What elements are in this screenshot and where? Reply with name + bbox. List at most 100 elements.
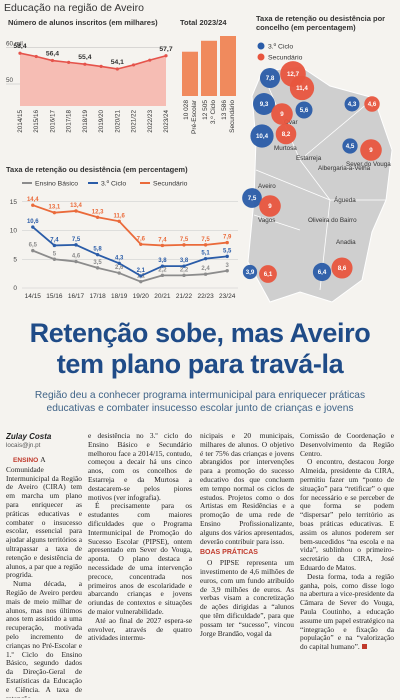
- bubble: [259, 265, 277, 283]
- bubble: [344, 96, 360, 112]
- value-label: 7,9: [223, 235, 232, 241]
- value-label: 5,1: [201, 251, 210, 257]
- bubble: [342, 138, 358, 154]
- text-column: e desistência no 3.º ciclo do Ensino Bás…: [88, 432, 192, 698]
- place-label: Ovar: [284, 119, 298, 126]
- value-label: 3,5: [93, 260, 102, 266]
- paragraph: e desistência no 3.º ciclo do Ensino Bás…: [88, 432, 192, 502]
- bubble: [360, 139, 382, 161]
- value-label: 13,1: [49, 205, 61, 211]
- value-label: 2,1: [137, 268, 146, 274]
- value-label: 2,6: [115, 265, 124, 271]
- legend-label: 3.º Ciclo: [268, 44, 293, 51]
- point: [160, 273, 165, 278]
- bubble-label: 8,2: [282, 131, 291, 138]
- point: [74, 259, 78, 264]
- point: [160, 243, 165, 248]
- x-tick-label: 2020/21: [114, 110, 121, 133]
- x-tick-label: Pré-Escolar: [191, 99, 198, 134]
- value-label: 7,4: [50, 237, 59, 243]
- point: [203, 256, 208, 261]
- bubble: [259, 67, 281, 89]
- point: [203, 272, 208, 276]
- bubble: [250, 124, 274, 148]
- value-label: 2,2: [180, 267, 189, 273]
- value-label: 7,5: [180, 237, 189, 243]
- series-line: [32, 249, 228, 283]
- point: [31, 225, 35, 229]
- value-label: 14,4: [27, 197, 39, 203]
- infographic: Educação na região de Aveiro Número de a…: [0, 0, 400, 312]
- bubble: [312, 262, 332, 282]
- x-tick-label: 14/15: [25, 293, 42, 300]
- point: [67, 60, 71, 64]
- paragraph-text: Comissão de Coordenação e Desenvolviment…: [300, 432, 394, 458]
- place-label: Aveiro: [258, 183, 276, 190]
- point: [182, 264, 186, 268]
- y-tick-label: 50: [6, 77, 14, 84]
- paragraph: O PIPSE representa um investimento de 4,…: [200, 558, 294, 638]
- subheading: BOAS PRÁTICAS: [200, 549, 258, 557]
- legend-label: 3.º Ciclo: [101, 181, 126, 188]
- value-label: 7,5: [72, 237, 81, 243]
- point: [139, 279, 143, 284]
- paragraph: Comissão de Coordenação e Desenvolviment…: [300, 432, 394, 458]
- bubble-label: 9,3: [260, 101, 269, 108]
- place-label: Sever do Vouga: [346, 161, 391, 168]
- kicker: ENSINO: [13, 457, 39, 464]
- point: [52, 243, 57, 248]
- paragraph-text: O PIPSE representa um investimento de 4,…: [200, 558, 294, 638]
- place-label: Vagos: [258, 217, 275, 224]
- legend-swatch: [257, 53, 265, 61]
- point: [225, 269, 229, 273]
- paragraph: Desta forma, toda a região ganha, pois, …: [300, 572, 394, 652]
- x-tick-label: 2021/22: [131, 110, 138, 133]
- x-tick-label: 23/24: [219, 293, 236, 300]
- paragraph-text: Até ao final de 2027 espera-se envolver,…: [88, 615, 192, 643]
- map-title: Taxa de retenção ou desistência por conc…: [256, 14, 386, 32]
- point: [225, 254, 229, 259]
- x-tick-label: 21/22: [176, 293, 193, 300]
- x-tick-label: 2019/20: [98, 110, 105, 133]
- value-label: 4,3: [115, 255, 124, 261]
- paragraph: Até ao final de 2027 espera-se envolver,…: [88, 615, 192, 643]
- series-line: [32, 226, 228, 277]
- bubble: [259, 195, 281, 217]
- bubble-label: 7,8: [266, 75, 275, 82]
- point: [83, 62, 87, 66]
- point: [117, 219, 121, 223]
- point: [74, 209, 78, 213]
- bubble-label: 4,5: [346, 143, 355, 150]
- border-line: [299, 159, 331, 201]
- paragraph: nicipais e 20 municipais, milhares de al…: [200, 432, 294, 546]
- legend-label: Secundário: [268, 55, 303, 62]
- bubble-label: 11,4: [296, 85, 308, 92]
- paragraph-text: Numa década, a Região de Aveiro perdeu m…: [6, 579, 82, 698]
- point: [95, 252, 100, 257]
- x-tick-label: 2017/18: [66, 110, 73, 133]
- point: [95, 215, 100, 219]
- paragraph-text: O encontro, destacou Jorge Almeida, pres…: [300, 457, 394, 572]
- x-tick-label: 19/20: [133, 293, 150, 300]
- value-label: 13,4: [70, 203, 82, 209]
- paragraph: Numa década, a Região de Aveiro perdeu m…: [6, 579, 82, 698]
- paragraph-text: nicipais e 20 municipais, milhares de al…: [200, 432, 294, 546]
- value-label: 10 028: [183, 100, 190, 120]
- value-label: 7,6: [137, 236, 146, 242]
- point: [160, 264, 165, 268]
- paragraph: É precisamente para os estudantes com ma…: [88, 501, 192, 616]
- point: [148, 58, 152, 62]
- y-tick-label: 10: [10, 228, 18, 235]
- x-tick-label: 2023/24: [163, 110, 170, 133]
- x-tick-label: 2016/17: [49, 110, 56, 133]
- bubble: [242, 264, 258, 280]
- value-label: 5,5: [223, 248, 232, 254]
- x-tick-label: 3.º Ciclo: [210, 100, 217, 124]
- subheadline: Região deu a conhecer programa intermuni…: [34, 390, 366, 414]
- point: [139, 274, 143, 278]
- x-tick-label: 18/19: [111, 293, 128, 300]
- bubble: [271, 103, 293, 125]
- point: [182, 273, 186, 278]
- infographic-graphics: Educação na região de Aveiro Número de a…: [4, 2, 393, 303]
- point: [31, 248, 35, 253]
